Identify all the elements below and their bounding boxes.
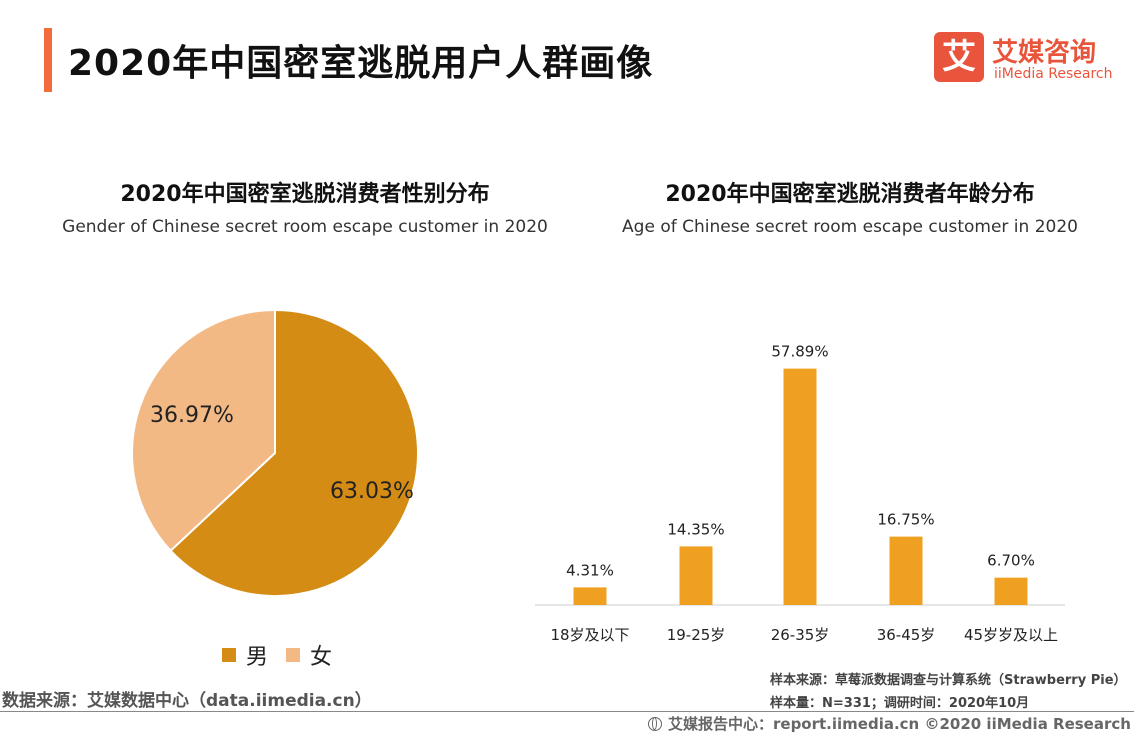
pie-label-male: 63.03% bbox=[330, 479, 414, 504]
age-category-label-0: 18岁及以下 bbox=[550, 626, 629, 644]
data-source: 数据来源：艾媒数据中心（data.iimedia.cn） bbox=[2, 691, 372, 711]
brand-logo: 艾 艾媒咨询 iiMedia Research bbox=[934, 32, 1114, 84]
legend-swatch-female bbox=[286, 648, 301, 662]
age-category-label-4: 45岁岁及以上 bbox=[964, 626, 1058, 644]
age-bar-4 bbox=[994, 577, 1028, 605]
age-bar-chart: 4.31% 18岁及以下 14.35% 19-25岁 57.89% 26-35岁 16.75… bbox=[535, 343, 1065, 644]
age-bar-1 bbox=[679, 546, 713, 605]
age-bar-value-2: 57.89% bbox=[771, 343, 828, 361]
logo-english-name: iiMedia Research bbox=[994, 66, 1113, 82]
age-category-label-2: 26-35岁 bbox=[771, 626, 830, 644]
age-bar-2 bbox=[783, 368, 817, 605]
pie-slice-male bbox=[169, 308, 419, 597]
logo-mark: 艾 bbox=[934, 32, 984, 82]
sample-size-note: 样本量：N=331；调研时间：2020年10月 bbox=[770, 696, 1030, 711]
legend-swatch-male bbox=[222, 648, 236, 662]
gender-pie-chart: 63.03% 36.97% bbox=[131, 308, 419, 597]
globe-icon bbox=[648, 716, 662, 731]
title-accent-bar bbox=[44, 28, 52, 92]
pie-label-female: 36.97% bbox=[150, 403, 234, 428]
age-bar-value-1: 14.35% bbox=[667, 520, 724, 538]
legend-item-male: 男 bbox=[222, 639, 268, 671]
legend-item-female: 女 bbox=[286, 639, 332, 671]
gender-chart-title: 2020年中国密室逃脱消费者性别分布 bbox=[120, 182, 490, 207]
age-bar-value-3: 16.75% bbox=[877, 511, 934, 529]
footer-divider bbox=[0, 711, 1134, 712]
age-category-label-3: 36-45岁 bbox=[877, 626, 936, 644]
gender-chart-subtitle: Gender of Chinese secret room escape cus… bbox=[62, 217, 548, 237]
age-category-label-1: 19-25岁 bbox=[667, 626, 726, 644]
legend-label-male: 男 bbox=[246, 645, 269, 670]
report-center-footer: 艾媒报告中心：report.iimedia.cn ©2020 iiMedia R… bbox=[648, 713, 1134, 734]
age-bar-3 bbox=[889, 536, 923, 605]
page-title: 2020年中国密室逃脱用户人群画像 bbox=[68, 43, 654, 84]
pie-slice-female bbox=[131, 308, 276, 553]
age-bar-0 bbox=[573, 587, 607, 605]
age-bar-value-0: 4.31% bbox=[566, 561, 614, 579]
report-center-text: 艾媒报告中心：report.iimedia.cn ©2020 iiMedia R… bbox=[668, 715, 1134, 733]
sample-source-note: 样本来源：草莓派数据调查与计算系统（Strawberry Pie） bbox=[770, 673, 1127, 688]
age-bar-value-4: 6.70% bbox=[987, 552, 1035, 570]
age-chart-title: 2020年中国密室逃脱消费者年龄分布 bbox=[665, 182, 1035, 207]
logo-chinese-name: 艾媒咨询 bbox=[992, 38, 1097, 68]
legend-label-female: 女 bbox=[310, 645, 333, 670]
gender-legend: 男 女 bbox=[222, 640, 350, 670]
age-chart-subtitle: Age of Chinese secret room escape custom… bbox=[622, 217, 1078, 237]
